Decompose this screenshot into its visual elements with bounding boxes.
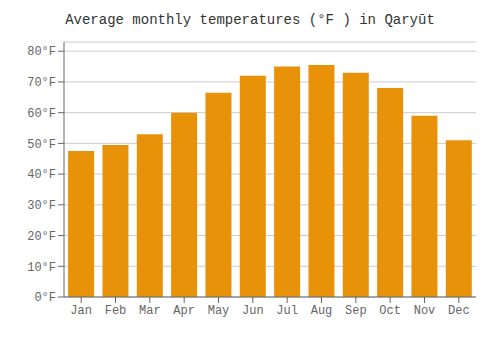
svg-text:50°F: 50°F (27, 138, 56, 152)
svg-text:60°F: 60°F (27, 107, 56, 121)
html-text:Average monthly temperatures (: Average monthly temperatures (°F ) in Qa… (65, 12, 435, 28)
svg-text:70°F: 70°F (27, 76, 56, 90)
svg-text:Aug: Aug (311, 304, 333, 318)
svg-text:Feb: Feb (105, 304, 127, 318)
svg-text:Apr: Apr (173, 304, 195, 318)
svg-text:May: May (208, 304, 230, 318)
svg-text:Mar: Mar (139, 304, 161, 318)
svg-text:10°F: 10°F (27, 261, 56, 275)
svg-text:Oct: Oct (379, 304, 401, 318)
svg-text:0°F: 0°F (34, 291, 56, 305)
svg-text:40°F: 40°F (27, 168, 56, 182)
svg-text:Jan: Jan (70, 304, 92, 318)
svg-text:Sep: Sep (345, 304, 367, 318)
svg-text:20°F: 20°F (27, 230, 56, 244)
svg-text:Jul: Jul (276, 304, 298, 318)
svg-text:30°F: 30°F (27, 199, 56, 213)
svg-text:Dec: Dec (448, 304, 470, 318)
svg-text:Jun: Jun (242, 304, 264, 318)
svg-text:Nov: Nov (414, 304, 436, 318)
svg-text:80°F: 80°F (27, 45, 56, 59)
